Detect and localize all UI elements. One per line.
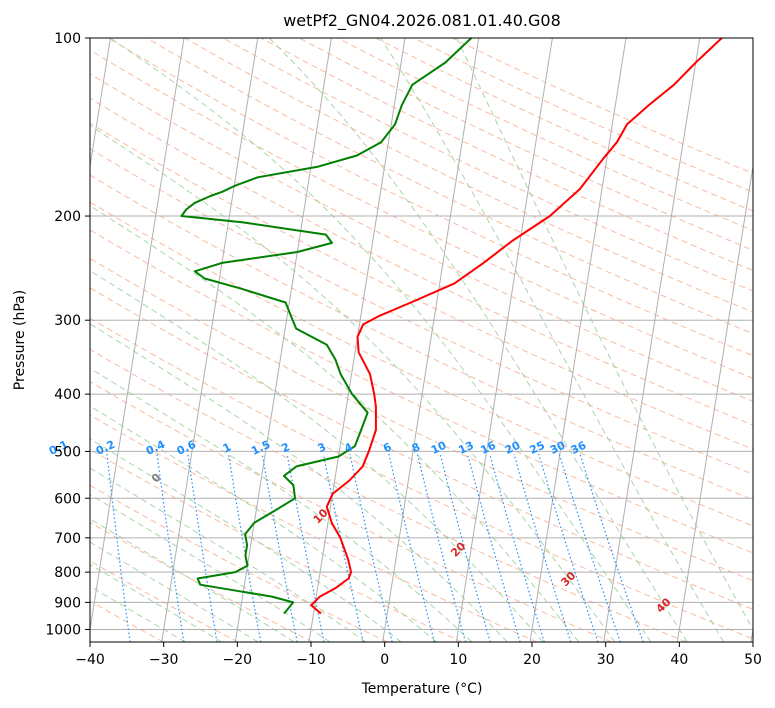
mixing-ratio-label: 36 xyxy=(569,439,589,457)
dry-adiabat xyxy=(90,317,753,640)
x-tick-label: 40 xyxy=(670,652,688,668)
x-tick-label: −30 xyxy=(149,652,179,668)
mixing-ratio-line xyxy=(439,453,491,642)
moist-adiabat xyxy=(90,585,186,642)
dry-adiabat xyxy=(222,38,753,292)
x-tick-label: −10 xyxy=(296,652,326,668)
x-tick-label: 20 xyxy=(523,652,541,668)
grid-layer xyxy=(90,38,753,642)
mixing-ratio-line xyxy=(538,453,599,642)
mixing-ratio-line xyxy=(558,453,621,642)
isotherm xyxy=(90,38,111,170)
dry-adiabat xyxy=(90,287,753,610)
x-tick-label: 0 xyxy=(380,652,389,668)
dry-adiabat xyxy=(90,381,612,642)
tick-layer: −40 −30 −20 −10 0 10 20 30 40 50 100 200 300 400 500 60… xyxy=(45,31,762,668)
y-tick-label: 300 xyxy=(54,313,81,329)
x-tick-label: 10 xyxy=(449,652,467,668)
moist-adiabat xyxy=(90,367,473,642)
dry-adiabat xyxy=(90,49,753,379)
isotherm xyxy=(382,38,480,642)
mixing-ratio-line xyxy=(349,453,393,642)
chart-title: wetPf2_GN04.2026.081.01.40.G08 xyxy=(283,11,561,31)
y-tick-label: 700 xyxy=(54,531,81,547)
dry-adiabat xyxy=(90,122,753,450)
mixing-ratio-label: 20 xyxy=(503,439,523,457)
y-tick-label: 400 xyxy=(54,387,81,403)
dry-adiabat xyxy=(90,448,463,642)
mixing-ratio-line xyxy=(513,453,572,642)
moist-adiabat xyxy=(110,38,652,642)
moist-adiabat xyxy=(90,563,223,642)
dry-adiabat xyxy=(184,38,753,313)
isotherm xyxy=(234,38,332,642)
moist-adiabat xyxy=(90,405,437,642)
isotherm xyxy=(161,38,259,642)
dewpoint-profile-line xyxy=(180,38,472,615)
dry-adiabat xyxy=(90,414,538,642)
y-tick-label: 100 xyxy=(54,31,81,47)
mixing-ratio-label: 13 xyxy=(456,439,475,457)
y-tick-label: 900 xyxy=(54,595,81,611)
mixing-ratio-label: 30 xyxy=(548,439,568,457)
moist-adiabat xyxy=(90,438,402,642)
plot-frame xyxy=(89,37,754,643)
dry-adiabat xyxy=(90,201,753,527)
isotherm xyxy=(455,38,553,642)
x-tick-label: −20 xyxy=(223,652,253,668)
dry-adiabat xyxy=(90,484,388,642)
dry-adiabat xyxy=(90,229,753,554)
moist-adiabat xyxy=(268,38,688,642)
moist-adiabat xyxy=(380,38,725,642)
y-axis-title: Pressure (hPa) xyxy=(12,290,28,390)
isotherm xyxy=(676,163,753,642)
dry-adiabat xyxy=(90,174,753,501)
mixing-ratio-label: 25 xyxy=(528,439,547,457)
moist-adiabat xyxy=(90,541,259,642)
x-tick-label: −40 xyxy=(75,652,105,668)
moist-adiabat xyxy=(90,518,295,642)
isotherm xyxy=(529,38,627,642)
dry-adiabat xyxy=(108,38,753,357)
dry-adiabat xyxy=(90,257,753,582)
plot-area-background xyxy=(90,38,753,642)
dry-adiabat xyxy=(90,521,313,642)
isotherm xyxy=(603,38,701,642)
mixing-ratio-line xyxy=(489,453,545,642)
x-tick-label: 30 xyxy=(597,652,615,668)
dry-adiabat xyxy=(90,348,687,642)
dry-adiabat xyxy=(90,148,753,475)
moist-adiabat xyxy=(90,467,366,642)
mixing-ratio-label: 10 xyxy=(429,439,449,457)
moist-adiabat xyxy=(90,323,508,642)
y-tick-label: 200 xyxy=(54,209,81,225)
moist-adiabat xyxy=(90,270,544,642)
x-axis-title: Temperature (°C) xyxy=(361,681,483,697)
data-layer xyxy=(180,38,723,615)
mixing-ratio-line xyxy=(416,453,467,642)
y-tick-label: 800 xyxy=(54,565,81,581)
temperature-profile-line xyxy=(310,38,723,615)
mixing-ratio-label: 16 xyxy=(479,439,499,457)
y-tick-label: 1000 xyxy=(45,622,81,638)
y-tick-label: 500 xyxy=(54,444,81,460)
x-tick-label: 50 xyxy=(744,652,762,668)
mixing-ratio-line xyxy=(261,453,298,642)
mixing-ratio-line xyxy=(579,453,644,642)
mixing-ratio-line xyxy=(467,453,521,642)
isotherm xyxy=(90,38,185,633)
y-tick-label: 600 xyxy=(54,491,81,507)
